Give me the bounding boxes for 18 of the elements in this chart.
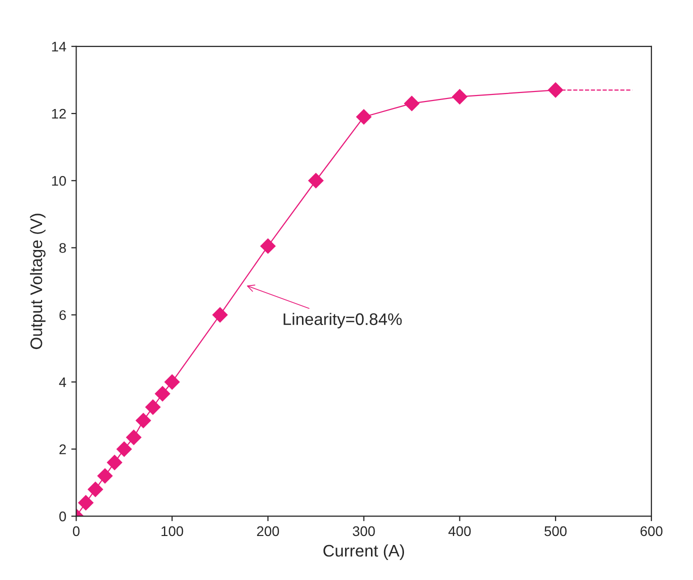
y-tick-label: 10	[52, 176, 66, 186]
x-tick-label: 200	[257, 526, 280, 536]
y-tick-label: 6	[59, 310, 66, 320]
y-tick-label: 0	[59, 512, 66, 522]
x-tick-label: 500	[544, 526, 567, 536]
x-tick-label: 100	[162, 526, 184, 536]
x-axis-title: Current (A)	[323, 544, 404, 560]
y-axis-title: Output Voltage (V)	[30, 214, 46, 350]
y-tick-label: 8	[59, 243, 66, 253]
x-tick-label: 0	[72, 526, 80, 536]
x-tick-label: 400	[448, 526, 471, 536]
x-tick-label: 600	[640, 526, 662, 536]
y-tick-label: 14	[52, 42, 66, 52]
y-tick-label: 4	[59, 377, 66, 388]
y-tick-label: 2	[59, 444, 66, 454]
annotation: Linearity=0.84%	[284, 312, 402, 328]
x-tick-label: 300	[352, 526, 375, 536]
y-tick-label: 12	[52, 108, 66, 119]
